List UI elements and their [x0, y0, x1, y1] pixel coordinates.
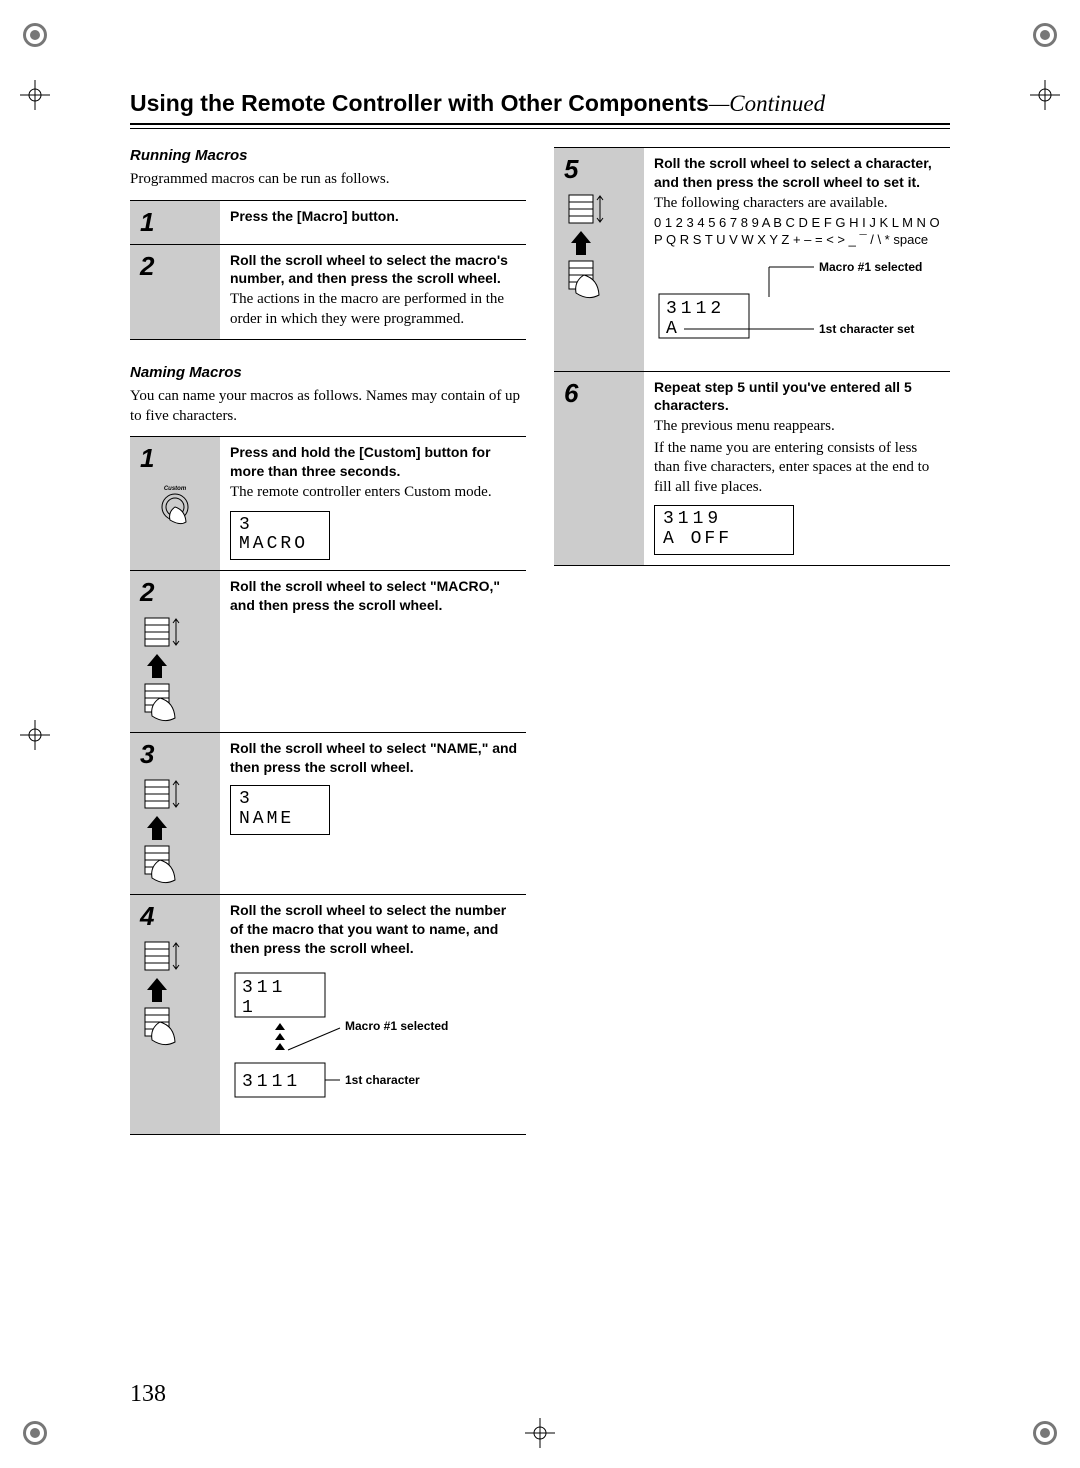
naming-step-5: 5 — [554, 147, 950, 371]
char-list: 0 1 2 3 4 5 6 7 8 9 A B C D E F G H I J … — [654, 215, 946, 249]
naming-heading: Naming Macros — [130, 364, 526, 381]
naming-step-6: 6 Repeat step 5 until you've entered all… — [554, 371, 950, 566]
lcd-s5-l1: 3112 — [666, 299, 725, 319]
lcd-s5-l2: A — [666, 319, 681, 339]
svg-text:Custom: Custom — [164, 486, 187, 492]
lcd-s4-top-l1: 311 — [242, 978, 286, 998]
page-content: Using the Remote Controller with Other C… — [130, 90, 950, 1135]
step-reg: The actions in the macro are performed i… — [230, 290, 522, 329]
step-reg: The previous menu reappears. — [654, 417, 946, 437]
custom-button-icon: Custom — [140, 482, 210, 532]
callout-1st-char-set: 1st character set — [819, 322, 914, 336]
step-bold: Roll the scroll wheel to select the numb… — [230, 901, 522, 958]
step-number: 1 Custom — [130, 437, 220, 570]
lcd-s4-top-l2: 1 — [242, 998, 257, 1018]
callout-macro-selected: Macro #1 selected — [345, 1019, 448, 1033]
content-columns: Running Macros Programmed macros can be … — [130, 147, 950, 1135]
naming-intro: You can name your macros as follows. Nam… — [130, 387, 526, 426]
step-number: 2 — [130, 245, 220, 340]
running-heading: Running Macros — [130, 147, 526, 164]
step-number: 6 — [554, 372, 644, 565]
step-bold: Roll the scroll wheel to select the macr… — [230, 251, 522, 289]
step-bold: Roll the scroll wheel to select a charac… — [654, 154, 946, 192]
lcd-line-2: A OFF — [663, 530, 785, 550]
page-number: 138 — [130, 1381, 166, 1408]
scroll-wheel-icon — [140, 778, 210, 888]
lcd-display: 3 NAME — [230, 785, 330, 835]
step-bold: Press and hold the [Custom] button for m… — [230, 443, 522, 481]
lcd-line-2: NAME — [239, 810, 321, 830]
step-n: 2 — [140, 577, 154, 607]
title-rule — [130, 123, 950, 129]
lcd-display: 3 MACRO — [230, 511, 330, 561]
title-main: Using the Remote Controller with Other C… — [130, 90, 709, 116]
step-number: 1 — [130, 201, 220, 244]
registration-mark-icon — [20, 20, 50, 50]
crop-mark-icon — [20, 80, 50, 110]
crop-mark-icon — [525, 1418, 555, 1448]
page-title: Using the Remote Controller with Other C… — [130, 90, 950, 123]
step-bold: Roll the scroll wheel to select "MACRO,"… — [230, 577, 522, 615]
registration-mark-icon — [20, 1418, 50, 1448]
step-number: 3 — [130, 733, 220, 894]
registration-mark-icon — [1030, 20, 1060, 50]
step-number: 4 — [130, 895, 220, 1134]
running-intro: Programmed macros can be run as follows. — [130, 170, 526, 190]
naming-section: Naming Macros You can name your macros a… — [130, 364, 526, 1135]
step-body: Press and hold the [Custom] button for m… — [220, 437, 526, 570]
step-4-graphic: 311 1 3111 Macro #1 selected — [230, 968, 522, 1125]
left-column: Running Macros Programmed macros can be … — [130, 147, 526, 1135]
title-suffix: —Continued — [709, 91, 825, 116]
right-column: 5 — [554, 147, 950, 1135]
lcd-line-1: 3119 — [663, 510, 785, 530]
running-steps: 1 Press the [Macro] button. 2 Roll the s… — [130, 200, 526, 341]
step-body: Press the [Macro] button. — [220, 201, 526, 244]
registration-mark-icon — [1030, 1418, 1060, 1448]
lcd-display: 3119 A OFF — [654, 505, 794, 555]
naming-step-2: 2 — [130, 570, 526, 732]
naming-steps: 1 Custom Press and ho — [130, 436, 526, 1135]
step-body: Roll the scroll wheel to select the numb… — [220, 895, 526, 1134]
step-n: 4 — [140, 901, 154, 931]
naming-steps-cont: 5 — [554, 147, 950, 566]
step-bold: Press the [Macro] button. — [230, 207, 522, 226]
step-n: 5 — [564, 154, 578, 184]
running-step-1: 1 Press the [Macro] button. — [130, 200, 526, 244]
naming-step-4: 4 — [130, 894, 526, 1135]
running-step-2: 2 Roll the scroll wheel to select the ma… — [130, 244, 526, 341]
step-number: 2 — [130, 571, 220, 732]
callout-1st-character: 1st character — [345, 1073, 420, 1087]
step-body: Roll the scroll wheel to select the macr… — [220, 245, 526, 340]
lcd-line-1: 3 — [239, 790, 321, 810]
step-reg: The remote controller enters Custom mode… — [230, 483, 522, 503]
naming-step-3: 3 — [130, 732, 526, 894]
step-bold: Repeat step 5 until you've entered all 5… — [654, 378, 946, 416]
step-body: Roll the scroll wheel to select "NAME," … — [220, 733, 526, 894]
crop-mark-icon — [20, 720, 50, 750]
step-reg: The following characters are available. — [654, 194, 946, 214]
step-number: 5 — [554, 148, 644, 371]
scroll-wheel-icon — [140, 616, 210, 726]
lcd-line-2: MACRO — [239, 535, 321, 555]
step-body: Roll the scroll wheel to select a charac… — [644, 148, 950, 371]
step-body: Repeat step 5 until you've entered all 5… — [644, 372, 950, 565]
naming-step-1: 1 Custom Press and ho — [130, 436, 526, 570]
crop-mark-icon — [1030, 80, 1060, 110]
lcd-line-1: 3 — [239, 516, 321, 536]
scroll-wheel-icon — [564, 193, 634, 303]
scroll-wheel-icon — [140, 940, 210, 1050]
step-n: 1 — [140, 443, 154, 473]
step-body: Roll the scroll wheel to select "MACRO,"… — [220, 571, 526, 732]
callout-macro-selected: Macro #1 selected — [819, 260, 922, 274]
step-bold: Roll the scroll wheel to select "NAME," … — [230, 739, 522, 777]
lcd-s4-bottom: 3111 — [242, 1072, 301, 1092]
step-reg2: If the name you are entering consists of… — [654, 439, 946, 498]
step-n: 3 — [140, 739, 154, 769]
step-5-graphic: Macro #1 selected 3112 A 1st character s… — [654, 259, 946, 361]
